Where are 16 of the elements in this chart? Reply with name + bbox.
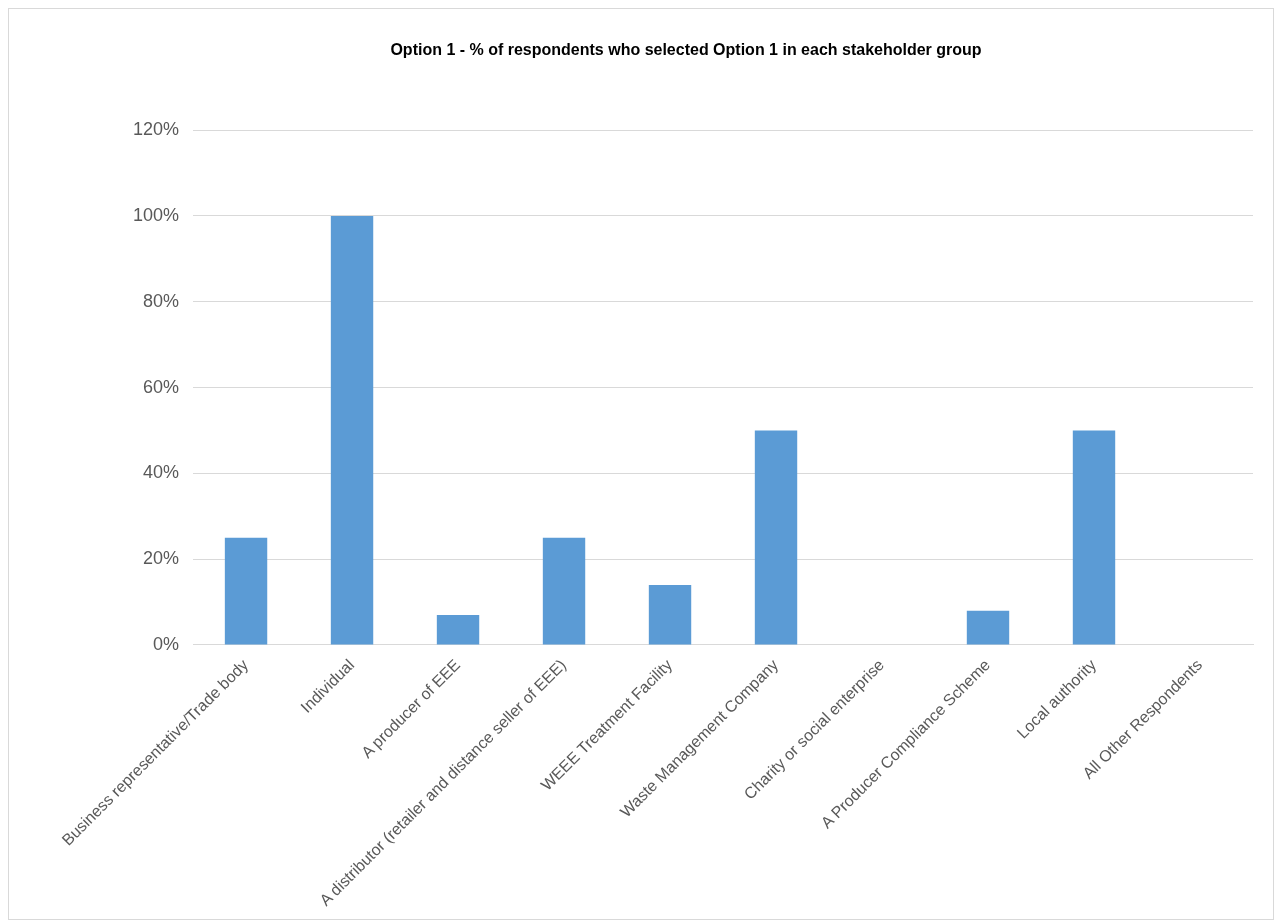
y-tick-label: 120% xyxy=(132,119,180,140)
bar xyxy=(1072,430,1116,645)
bar xyxy=(966,610,1010,645)
chart-title: Option 1 - % of respondents who selected Option 1 in each stakeholder group xyxy=(390,41,982,59)
y-tick-label: 100% xyxy=(132,204,180,225)
bar xyxy=(330,215,374,645)
bar xyxy=(648,584,692,645)
y-tick-label: 0% xyxy=(153,633,180,654)
y-tick-label: 20% xyxy=(143,548,180,569)
bar xyxy=(436,614,480,645)
bar xyxy=(754,430,798,645)
bar xyxy=(542,537,586,645)
y-tick-label: 60% xyxy=(143,376,180,397)
y-tick-label: 40% xyxy=(143,462,180,483)
bar xyxy=(224,537,268,645)
y-tick-label: 80% xyxy=(143,290,180,311)
